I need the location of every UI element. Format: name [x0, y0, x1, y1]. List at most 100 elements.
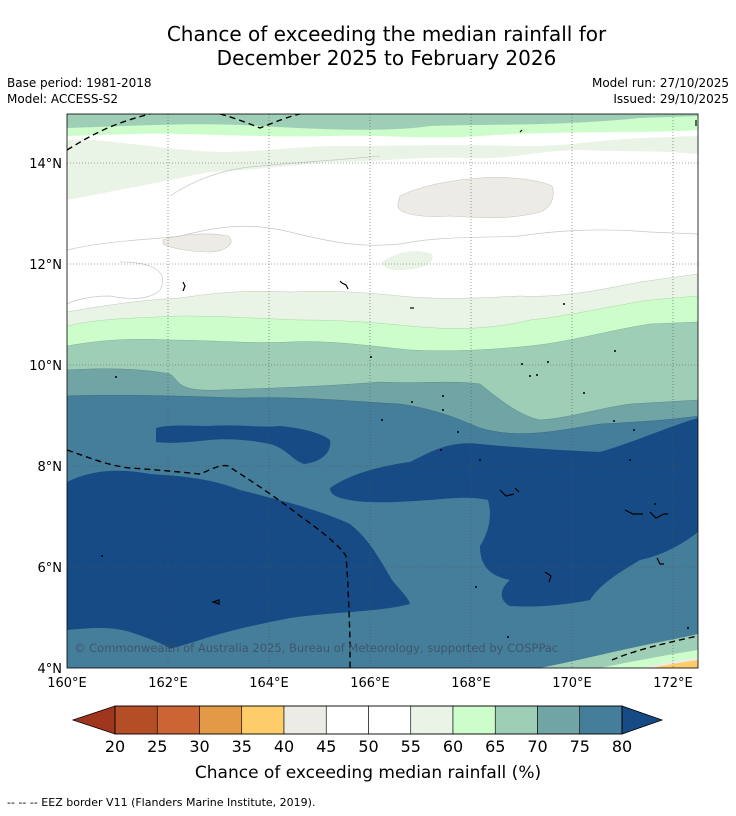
band-top-65: [67, 116, 698, 138]
island-dot: [687, 627, 689, 629]
colorbar-title: Chance of exceeding median rainfall (%): [195, 763, 541, 783]
colorbar-segments: [114, 705, 623, 735]
eez-borders: [67, 114, 698, 668]
contour-line-a: [67, 225, 698, 251]
colorbar-tick-35: 35: [232, 737, 252, 756]
islands: [182, 120, 697, 605]
band-top-60: [67, 136, 698, 200]
lon-label-162: 162°E: [148, 676, 188, 691]
lat-label-12: 12°N: [29, 258, 62, 273]
island-dot: [529, 375, 531, 377]
region-gt80-west: [67, 470, 410, 664]
island-h: [656, 557, 664, 565]
colorbar-segment-c20_25: [114, 705, 158, 735]
patch-40-45-b: [162, 233, 232, 253]
island-dot: [479, 459, 481, 461]
eez-border-marshall: [67, 449, 351, 668]
colorbar-segment-c45_50: [325, 705, 369, 735]
colorbar-tick-40: 40: [274, 737, 294, 756]
island-e: [624, 509, 668, 519]
lon-label-172: 172°E: [653, 676, 693, 691]
island-dot: [442, 395, 444, 397]
island-b: [182, 281, 186, 292]
island-dot: [521, 363, 523, 365]
colorbar-tick-65: 65: [485, 737, 505, 756]
colorbar-tick-55: 55: [401, 737, 421, 756]
island-f: [211, 599, 220, 605]
lon-label-170: 170°E: [552, 676, 592, 691]
lon-axis: 160°E 162°E 164°E 166°E 168°E 170°E 172°…: [47, 676, 693, 691]
colorbar-tick-60: 60: [443, 737, 463, 756]
title-line-2: December 2025 to February 2026: [216, 46, 557, 70]
colorbar-segment-c50_55: [368, 705, 412, 735]
eez-border-top: [67, 114, 151, 151]
colorbar-tick-20: 20: [105, 737, 125, 756]
island-dot: [442, 409, 444, 411]
colorbar-segment-c40_45: [283, 705, 327, 735]
map-title: Chance of exceeding the median rainfall …: [0, 22, 736, 70]
island-d: [499, 487, 520, 497]
island-i: [519, 129, 523, 133]
lat-label-14: 14°N: [29, 157, 62, 172]
lon-label-160: 160°E: [47, 676, 87, 691]
patch-40-45-a: [397, 177, 554, 219]
island-dot: [583, 392, 585, 394]
island-dot: [381, 419, 383, 421]
island-dot: [629, 459, 631, 461]
graticule: [67, 114, 698, 668]
island-dot: [654, 503, 656, 505]
colorbar-tick-50: 50: [358, 737, 378, 756]
colorbar-extend-low: [71, 705, 116, 735]
band-sw-75: [67, 628, 190, 668]
region-gt80-east: [330, 418, 698, 607]
colorbar-segment-c75_80: [579, 705, 623, 735]
island-dot: [475, 586, 477, 588]
island-dot: [563, 303, 565, 305]
island-dot: [457, 431, 459, 433]
island-g: [544, 571, 552, 583]
island-dot: [633, 429, 635, 431]
contour-line-b: [67, 261, 163, 305]
island-dot: [614, 350, 616, 352]
island-dot: [536, 374, 538, 376]
lon-label-168: 168°E: [451, 676, 491, 691]
lon-label-164: 164°E: [249, 676, 289, 691]
map-plot-area: © Commonwealth of Australia 2025, Bureau…: [67, 114, 698, 668]
lat-label-6: 6°N: [38, 561, 63, 576]
colorbar-tick-80: 80: [612, 737, 632, 756]
contour-line-c: [169, 155, 381, 197]
meta-left: Base period: 1981-2018 Model: ACCESS-S2: [7, 75, 152, 107]
island-dot: [507, 636, 509, 638]
colorbar-segment-c55_60: [410, 705, 454, 735]
base-period: Base period: 1981-2018: [7, 76, 152, 90]
model-run: Model run: 27/10/2025: [591, 76, 729, 90]
colorbar-tick-45: 45: [316, 737, 336, 756]
island-dot: [547, 361, 549, 363]
island-dots: [101, 303, 689, 638]
colorbar-ticks: 20 25 30 35 40 45 50 55 60 65 70 75 80: [105, 737, 632, 756]
colorbar-tick-25: 25: [147, 737, 167, 756]
colorbar-segment-c25_30: [156, 705, 200, 735]
colorbar-tick-30: 30: [189, 737, 209, 756]
colorbar-tick-75: 75: [570, 737, 590, 756]
lat-label-4: 4°N: [38, 662, 63, 677]
island-dot: [101, 555, 103, 557]
island-a: [339, 280, 349, 290]
meta-right: Model run: 27/10/2025 Issued: 29/10/2025: [592, 75, 729, 107]
colorbar-frame: [114, 705, 623, 735]
watermark: © Commonwealth of Australia 2025, Bureau…: [74, 641, 558, 655]
colorbar-segment-c60_65: [452, 705, 496, 735]
issued-date: Issued: 29/10/2025: [613, 92, 729, 106]
eez-legend: -- -- -- EEZ border V11 (Flanders Marine…: [7, 796, 316, 809]
band-se-35: [652, 660, 698, 668]
lat-label-10: 10°N: [29, 359, 62, 374]
colorbar-extend-high: [621, 705, 664, 735]
colorbar-segment-c30_35: [199, 705, 243, 735]
island-dot: [115, 376, 117, 378]
island-dot: [440, 449, 442, 451]
colorbar-tick-70: 70: [527, 737, 547, 756]
lat-axis: 14°N 12°N 10°N 8°N 6°N 4°N: [29, 157, 62, 677]
colorbar: 20 25 30 35 40 45 50 55 60 65 70 75 80 Chance of exc…: [71, 705, 664, 783]
title-line-1: Chance of exceeding the median rainfall …: [166, 22, 607, 46]
